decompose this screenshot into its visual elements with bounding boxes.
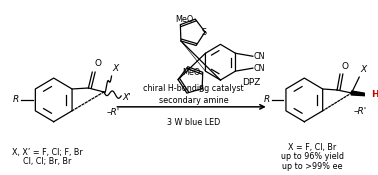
Text: up to >99% ee: up to >99% ee xyxy=(282,162,342,171)
Text: up to 96% yield: up to 96% yield xyxy=(280,152,344,162)
Text: H: H xyxy=(371,90,378,99)
Text: secondary amine: secondary amine xyxy=(159,96,228,105)
Text: O: O xyxy=(342,62,349,71)
Text: MeO: MeO xyxy=(183,68,201,77)
Text: CN: CN xyxy=(254,52,265,61)
Text: S: S xyxy=(201,29,207,37)
Text: –R': –R' xyxy=(107,108,120,117)
Text: O: O xyxy=(94,59,101,68)
Text: R: R xyxy=(13,95,19,104)
Text: X': X' xyxy=(122,93,131,102)
Text: DPZ: DPZ xyxy=(242,78,260,87)
Text: S: S xyxy=(199,85,204,94)
Text: 3 W blue LED: 3 W blue LED xyxy=(167,118,220,127)
Text: X = F, Cl, Br: X = F, Cl, Br xyxy=(288,143,336,152)
Text: MeO: MeO xyxy=(175,15,193,24)
Text: R: R xyxy=(263,95,270,104)
Text: X: X xyxy=(360,65,366,74)
Polygon shape xyxy=(352,91,369,96)
Text: Cl, Cl; Br, Br: Cl, Cl; Br, Br xyxy=(23,158,71,166)
Text: –R': –R' xyxy=(353,107,367,116)
Text: X, X’ = F, Cl; F, Br: X, X’ = F, Cl; F, Br xyxy=(12,148,82,156)
Text: chiral H-bonding catalyst: chiral H-bonding catalyst xyxy=(143,85,244,93)
Text: X: X xyxy=(113,64,119,73)
Text: CN: CN xyxy=(254,64,265,73)
